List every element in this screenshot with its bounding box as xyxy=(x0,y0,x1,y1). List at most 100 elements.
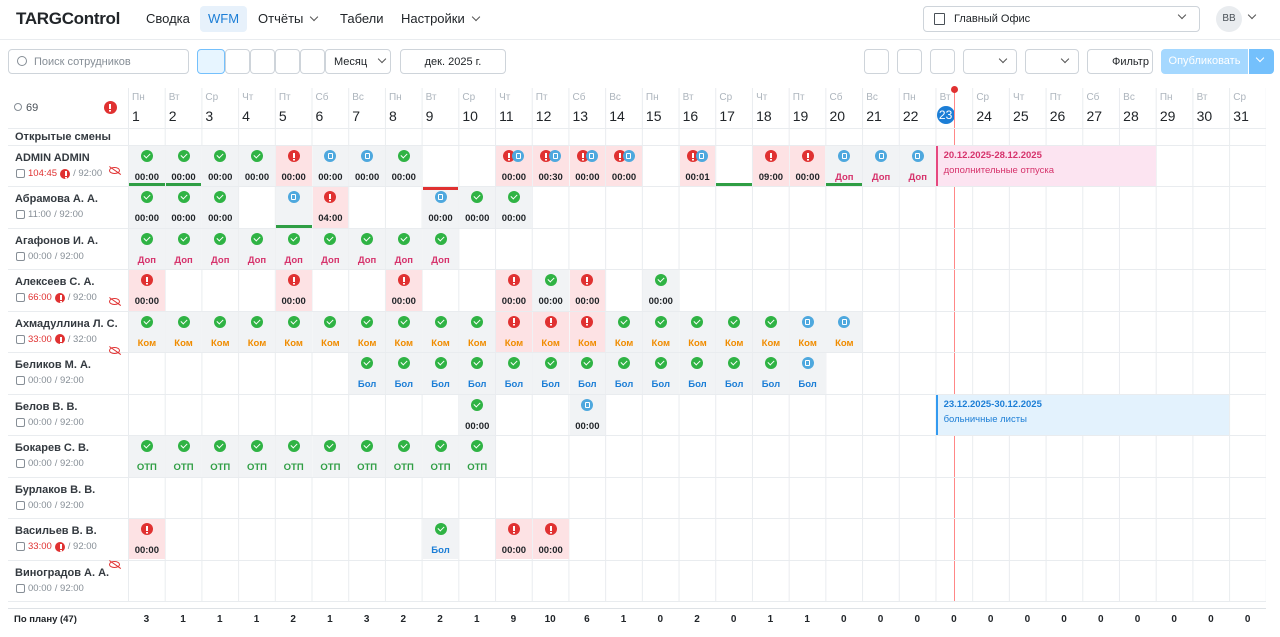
logo[interactable]: TARGControl xyxy=(16,9,121,28)
shift-cell[interactable]: ОТП xyxy=(349,436,385,477)
shift-cell[interactable]: Доп xyxy=(422,228,459,270)
view-employees[interactable] xyxy=(197,49,225,74)
shift-cell[interactable]: 00:00 xyxy=(459,394,496,436)
shift-cell[interactable]: Бол xyxy=(679,353,716,394)
shift-cell[interactable]: 00:00 xyxy=(129,187,165,228)
shift-cell[interactable]: Ком xyxy=(275,311,312,353)
shift-cell[interactable]: Ком xyxy=(826,311,863,353)
shift-cell[interactable]: 00:00 xyxy=(569,146,606,187)
notifications[interactable] xyxy=(864,49,889,74)
shift-cell[interactable]: Ком xyxy=(753,311,789,353)
shift-cell[interactable]: 00:00 xyxy=(312,146,349,187)
shift-cell[interactable]: 00:00 xyxy=(165,146,202,187)
shift-cell[interactable]: 00:00 xyxy=(275,146,312,187)
shift-cell[interactable]: Ком xyxy=(532,311,569,353)
shift-cell[interactable]: Бол xyxy=(349,353,385,394)
shift-cell[interactable]: Доп xyxy=(129,228,165,270)
shift-cell[interactable]: Ком xyxy=(202,311,239,353)
shift-cell[interactable]: ОТП xyxy=(129,436,165,477)
shift-cell[interactable]: Доп xyxy=(239,228,275,270)
shift-cell[interactable]: Доп xyxy=(202,228,239,270)
shift-cell[interactable]: Ком xyxy=(606,311,642,353)
shift-cell[interactable]: Ком xyxy=(422,311,459,353)
office-select[interactable]: Главный Офис xyxy=(923,6,1200,32)
shift-cell[interactable]: 00:00 xyxy=(569,270,606,311)
employee-name[interactable]: Бурлаков В. В. xyxy=(15,483,96,496)
shift-cell[interactable]: Бол xyxy=(569,353,606,394)
shift-cell[interactable]: 00:00 xyxy=(459,187,496,228)
shift-cell[interactable]: 00:00 xyxy=(202,146,239,187)
shift-cell[interactable]: Ком xyxy=(642,311,679,353)
shift-cell[interactable] xyxy=(275,187,312,228)
warning-badge[interactable] xyxy=(104,101,117,114)
employee-name[interactable]: Васильев В. В. xyxy=(15,525,97,538)
employee-name[interactable]: Алексеев С. А. xyxy=(15,276,95,289)
shift-cell[interactable]: ОТП xyxy=(202,436,239,477)
hidden-icon[interactable] xyxy=(109,346,120,354)
shift-cell[interactable] xyxy=(716,146,753,187)
shift-cell[interactable]: Доп xyxy=(863,146,899,187)
hidden-icon[interactable] xyxy=(109,167,120,174)
shift-cell[interactable]: Доп xyxy=(165,228,202,270)
chevron[interactable] xyxy=(1247,10,1257,20)
export[interactable] xyxy=(930,49,955,74)
shift-cell[interactable]: 00:00 xyxy=(349,146,385,187)
shift-cell[interactable]: ОТП xyxy=(312,436,349,477)
shift-cell[interactable]: Бол xyxy=(422,353,459,394)
employee-name[interactable]: Агафонов И. А. xyxy=(15,234,99,247)
shift-cell[interactable]: Ком xyxy=(129,311,165,353)
shift-cell[interactable]: 00:00 xyxy=(642,270,679,311)
shift-cell[interactable]: Доп xyxy=(275,228,312,270)
employee-name[interactable]: ADMIN ADMIN xyxy=(15,152,90,164)
shift-cell[interactable]: ОТП xyxy=(385,436,422,477)
shift-cell[interactable]: Бол xyxy=(753,353,789,394)
period-nav[interactable]: дек. 2025 г. xyxy=(400,49,506,74)
shift-cell[interactable]: Доп xyxy=(349,228,385,270)
shift-cell[interactable]: Бол xyxy=(422,519,459,560)
hidden-icon[interactable] xyxy=(109,298,120,306)
absence-period[interactable]: 20.12.2025-28.12.2025 дополнительные отпу… xyxy=(935,146,1156,187)
shift-cell[interactable]: Бол xyxy=(606,353,642,394)
shift-cell[interactable]: 00:30 xyxy=(532,146,569,187)
shift-cell[interactable]: Ком xyxy=(385,311,422,353)
shift-cell[interactable]: 00:00 xyxy=(496,146,532,187)
shift-cell[interactable]: 00:01 xyxy=(679,146,716,187)
shift-cell[interactable]: Доп xyxy=(899,146,936,187)
shift-cell[interactable]: 00:00 xyxy=(129,519,165,560)
shift-cell[interactable]: ОТП xyxy=(275,436,312,477)
auto-plan[interactable] xyxy=(963,49,1017,74)
nav-item[interactable]: Настройки xyxy=(393,6,487,32)
filter-button[interactable]: Фильтр xyxy=(1087,49,1153,74)
shift-cell[interactable]: Ком xyxy=(679,311,716,353)
view-skills[interactable] xyxy=(250,49,275,74)
view-time[interactable] xyxy=(300,49,325,74)
shift-cell[interactable]: Ком xyxy=(716,311,753,353)
nav-item[interactable]: Табели xyxy=(340,11,384,26)
publish-menu[interactable] xyxy=(1249,49,1274,74)
shift-cell[interactable]: Ком xyxy=(789,311,826,353)
shift-cell[interactable]: Ком xyxy=(239,311,275,353)
nav-item[interactable]: Отчёты xyxy=(250,6,325,32)
shift-cell[interactable]: 00:00 xyxy=(496,270,532,311)
shift-cell[interactable]: 00:00 xyxy=(129,270,165,311)
employee-name[interactable]: Беликов М. А. xyxy=(15,359,91,372)
shift-cell[interactable]: Бол xyxy=(385,353,422,394)
shift-cell[interactable]: Ком xyxy=(459,311,496,353)
employee-name[interactable]: Абрамова А. А. xyxy=(15,193,98,206)
shift-cell[interactable]: 00:00 xyxy=(606,146,642,187)
shift-cell[interactable]: Ком xyxy=(496,311,532,353)
shift-cell[interactable]: Бол xyxy=(496,353,532,394)
employee-name[interactable]: Бокарев С. В. xyxy=(15,442,89,455)
shift-cell[interactable]: Бол xyxy=(532,353,569,394)
shift-cell[interactable]: 00:00 xyxy=(129,146,165,187)
shift-cell[interactable]: 00:00 xyxy=(569,394,606,436)
stats[interactable] xyxy=(897,49,922,74)
avatar[interactable]: ВВ xyxy=(1216,6,1242,32)
shift-cell[interactable]: ОТП xyxy=(239,436,275,477)
shift-cell[interactable]: ОТП xyxy=(459,436,496,477)
shift-cell[interactable]: 00:00 xyxy=(165,187,202,228)
shift-cell[interactable]: Бол xyxy=(642,353,679,394)
shift-cell[interactable]: 00:00 xyxy=(385,146,422,187)
shift-cell[interactable]: 00:00 xyxy=(202,187,239,228)
publish-button[interactable]: Опубликовать xyxy=(1161,49,1248,74)
